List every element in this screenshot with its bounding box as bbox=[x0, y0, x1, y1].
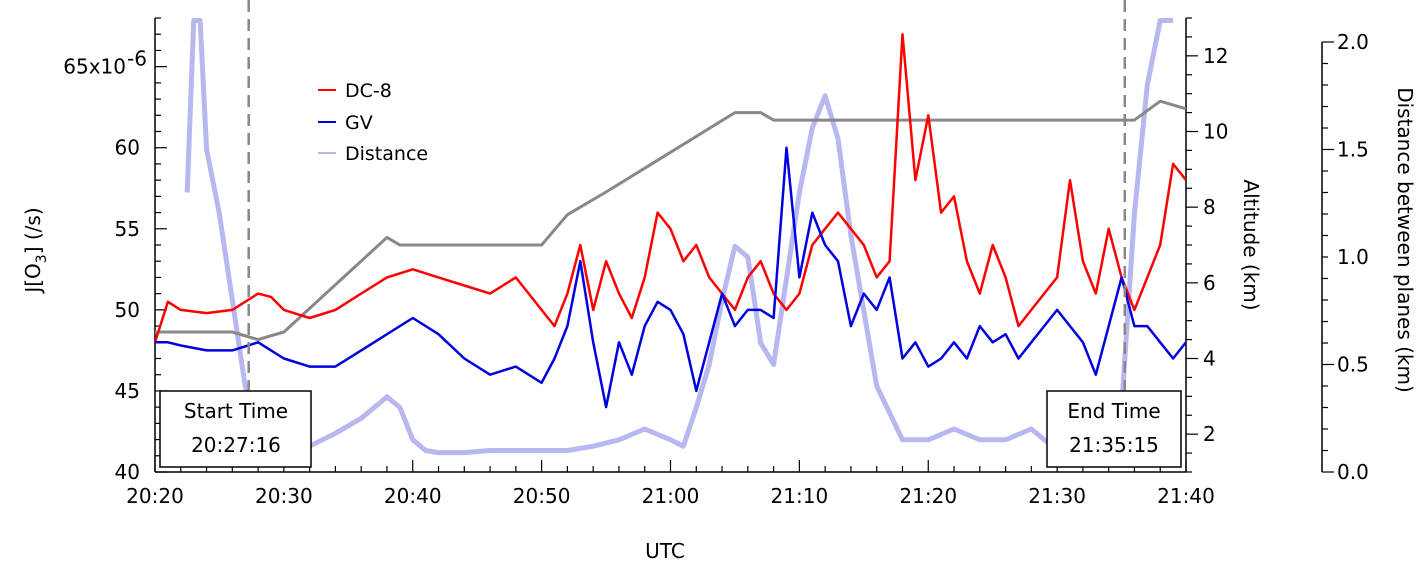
series-line-dc-8 bbox=[155, 32, 1186, 343]
legend-label-distance: Distance bbox=[345, 143, 428, 165]
start-time-label: Start Time bbox=[184, 399, 288, 423]
time-markers bbox=[247, 0, 1127, 390]
start-time-value: 20:27:16 bbox=[191, 433, 281, 457]
x-tick-label: 20:50 bbox=[513, 484, 571, 508]
x-tick-label: 21:20 bbox=[899, 484, 957, 508]
y-alt-axis-title: Altitude (km) bbox=[1239, 179, 1263, 310]
y-dist-tick-label: 2.0 bbox=[1337, 30, 1369, 54]
end-time-value: 21:35:15 bbox=[1069, 433, 1159, 457]
end-time-box: End Time 21:35:15 bbox=[1046, 390, 1182, 468]
y-dist-axis-title: Distance between planes (km) bbox=[1393, 87, 1417, 393]
x-tick-label: 20:20 bbox=[126, 484, 184, 508]
y-left-title-sub: 3 bbox=[34, 254, 50, 263]
y-left-exponent: -6 bbox=[127, 47, 147, 71]
y-left-title-tail: ] (/s) bbox=[21, 207, 45, 254]
end-time-frame bbox=[1046, 390, 1182, 468]
legend: DC-8 GV Distance bbox=[312, 70, 478, 168]
legend-label-dc8: DC-8 bbox=[345, 80, 392, 102]
svg-text:J[O3] (/s): J[O3] (/s) bbox=[21, 207, 50, 294]
y-left-axis-title: J[O3] (/s) bbox=[21, 207, 50, 294]
axis-ticks: 20:20 20:30 20:40 20:50 21:00 21:10 21:20 21:30… bbox=[63, 17, 1369, 508]
y-alt-tick-label: 4 bbox=[1203, 347, 1216, 371]
end-time-label: End Time bbox=[1067, 399, 1160, 423]
svg-text:Altitude (km): Altitude (km) bbox=[1239, 179, 1263, 310]
start-time-frame bbox=[159, 390, 312, 468]
x-tick-label: 20:30 bbox=[255, 484, 313, 508]
y-alt-tick-label: 6 bbox=[1203, 271, 1216, 295]
x-tick-label: 21:10 bbox=[771, 484, 829, 508]
series-layer bbox=[155, 18, 1186, 456]
series-line-altitude bbox=[155, 99, 1186, 342]
x-tick-label: 21:30 bbox=[1028, 484, 1086, 508]
y-dist-tick-label: 0.0 bbox=[1337, 460, 1369, 484]
y-left-title-main: J[O bbox=[21, 263, 45, 294]
start-time-box: Start Time 20:27:16 bbox=[159, 390, 312, 468]
y-alt-tick-label: 12 bbox=[1203, 44, 1228, 68]
y-dist-tick-label: 1.0 bbox=[1337, 245, 1369, 269]
y-alt-tick-label: 10 bbox=[1203, 120, 1228, 144]
y-left-tick-label: 65x10 bbox=[63, 55, 126, 79]
x-tick-label: 21:40 bbox=[1157, 484, 1215, 508]
x-tick-label: 20:40 bbox=[384, 484, 442, 508]
y-left-tick-label: 40 bbox=[115, 460, 140, 484]
y-left-tick-label: 45 bbox=[115, 379, 140, 403]
x-axis-title: UTC bbox=[645, 539, 685, 563]
y-left-tick-label: 55 bbox=[115, 217, 140, 241]
legend-frame bbox=[312, 70, 478, 168]
svg-text:Distance between planes (km): Distance between planes (km) bbox=[1393, 87, 1417, 393]
x-tick-label: 21:00 bbox=[642, 484, 700, 508]
legend-label-gv: GV bbox=[345, 112, 373, 134]
series-line-gv bbox=[155, 146, 1186, 409]
y-alt-tick-label: 2 bbox=[1203, 422, 1216, 446]
y-left-tick-label: 50 bbox=[115, 298, 140, 322]
y-left-tick-label: 60 bbox=[115, 136, 140, 160]
y-dist-tick-label: 0.5 bbox=[1337, 353, 1369, 377]
y-alt-tick-label: 8 bbox=[1203, 195, 1216, 219]
y-dist-tick-label: 1.5 bbox=[1337, 138, 1369, 162]
